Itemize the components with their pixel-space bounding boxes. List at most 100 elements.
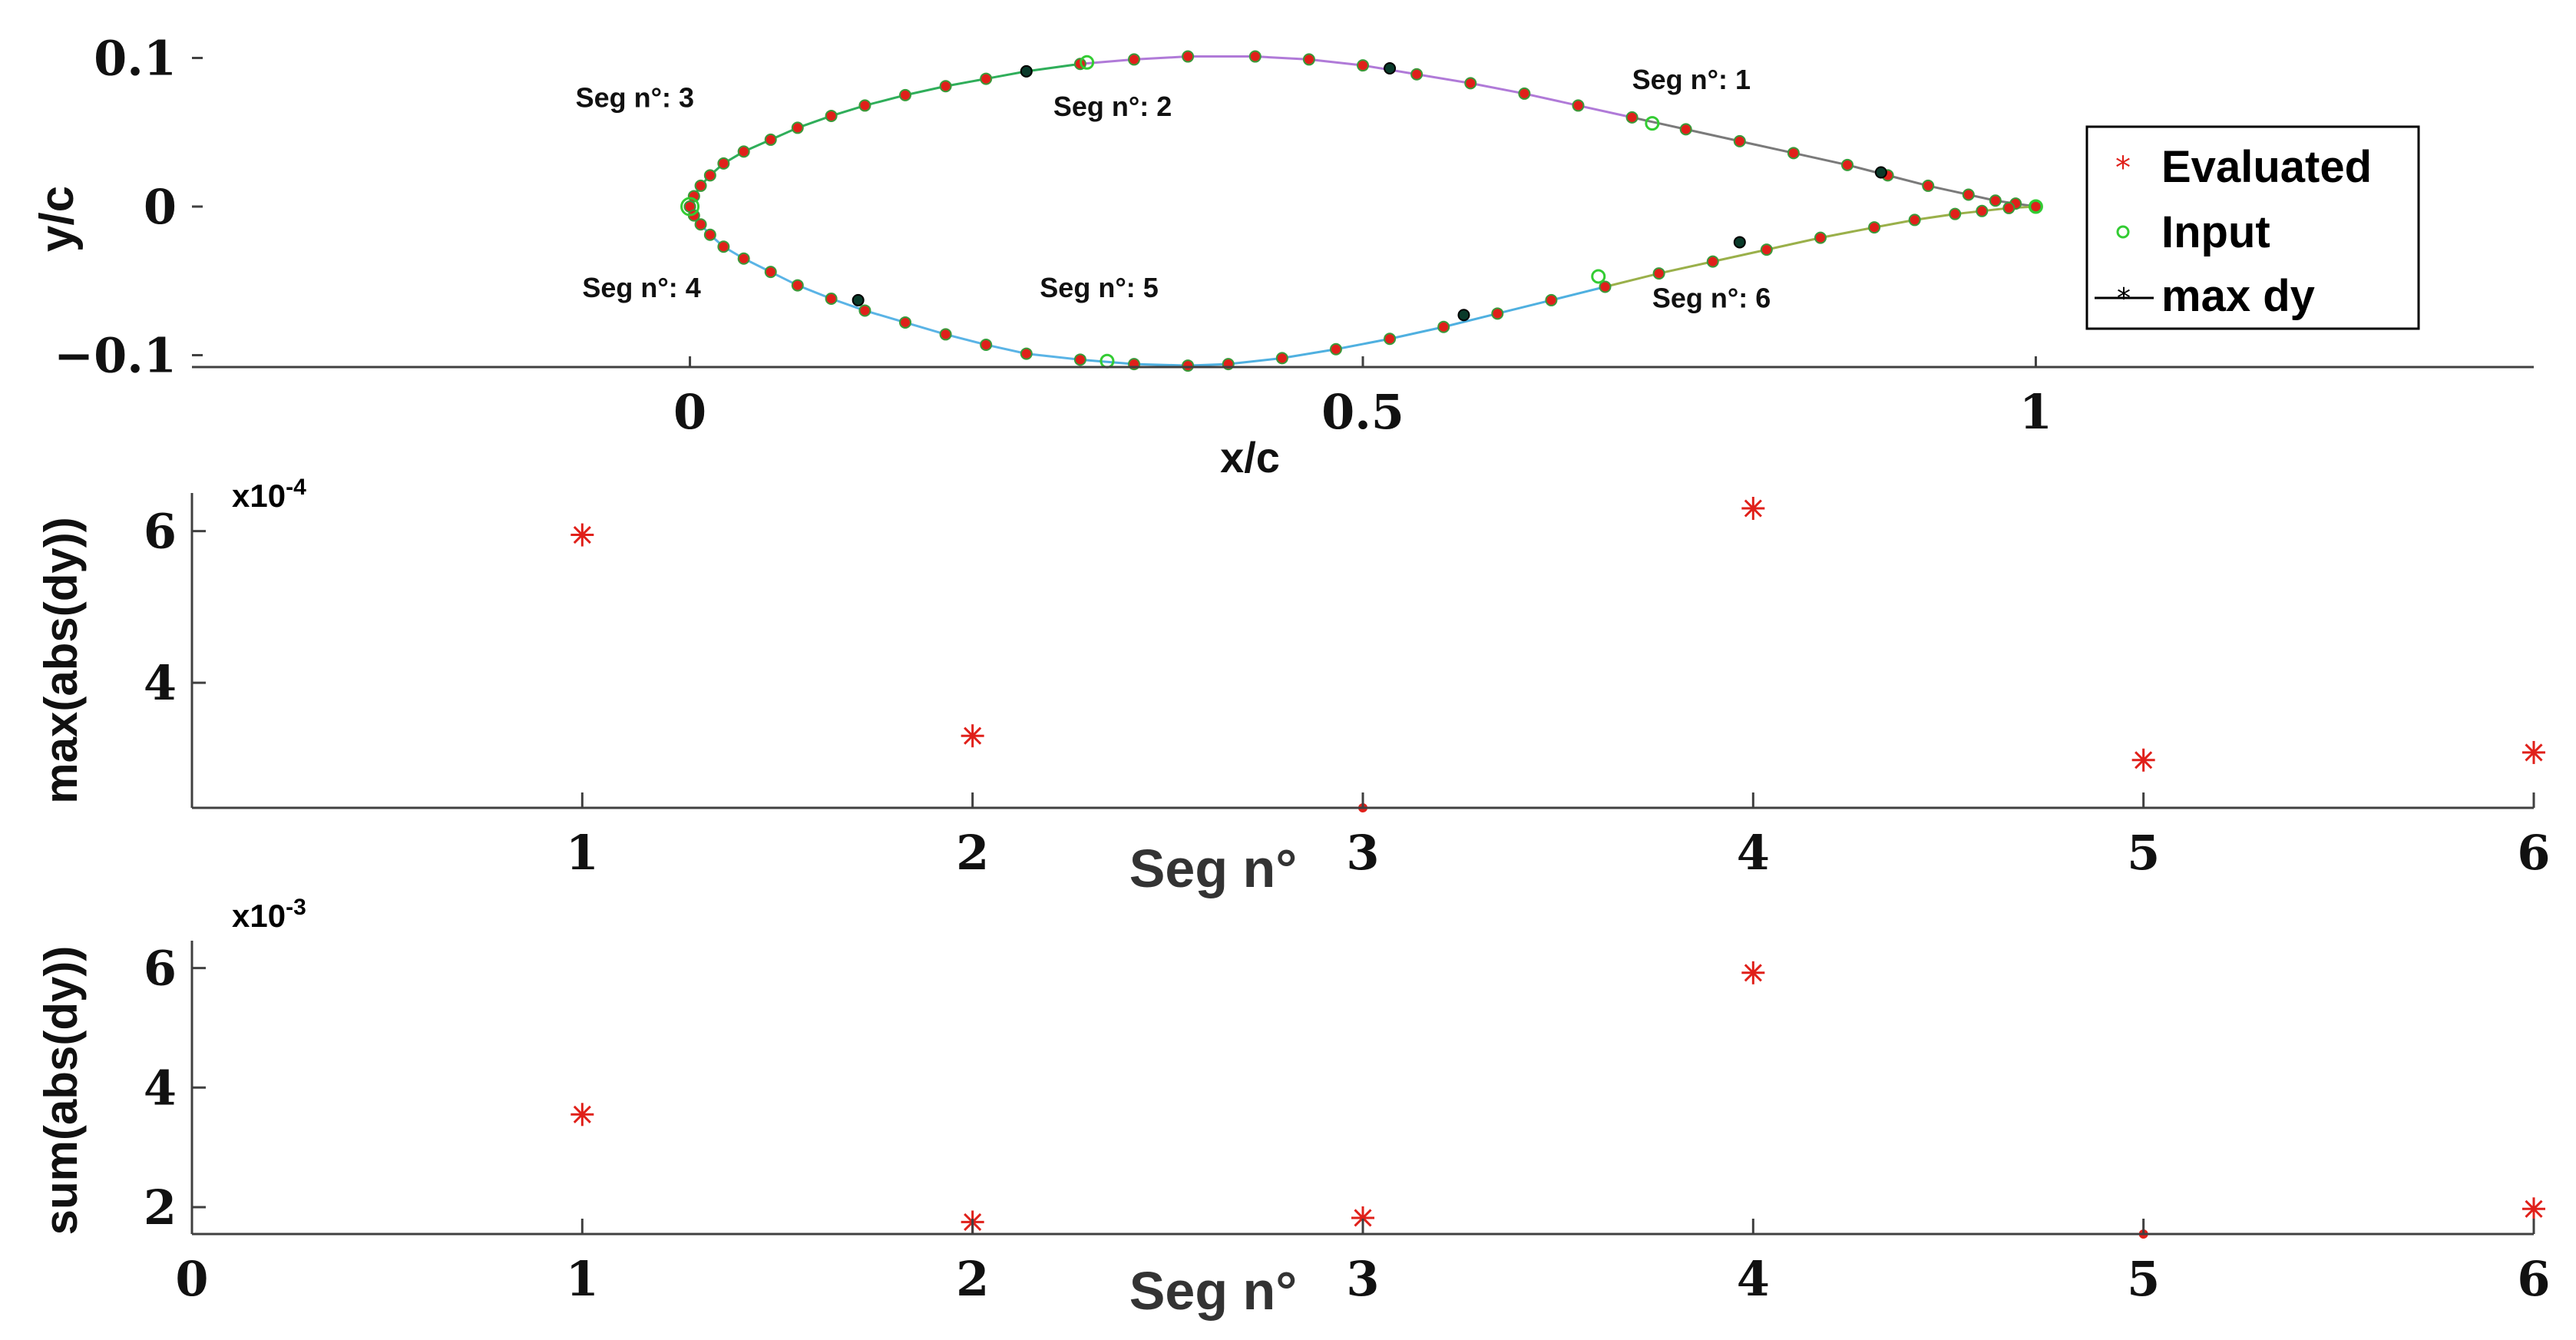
evaluated-point [703, 228, 716, 241]
lower-surface-segment-3 [1605, 205, 2036, 288]
x-tick-label: 4 [1737, 825, 1770, 881]
airfoil-y-tick-label: 0.1 [94, 30, 177, 86]
legend-evaluated-marker: * [2115, 151, 2131, 186]
evaluated-point [1275, 352, 1288, 365]
data-point [2522, 1197, 2545, 1221]
segment-labels: Seg n°: 1 Seg n°: 2 Seg n°: 3 Seg n°: 4 Seg … [576, 64, 1771, 313]
data-point [2522, 740, 2545, 764]
max-dy-x-ticks: 1 2 3 4 5 6 [566, 792, 2551, 881]
legend-input-marker [2116, 225, 2130, 239]
legend-maxdy-marker: * [2117, 283, 2131, 314]
x-tick-label: 6 [2517, 1251, 2550, 1307]
max-dy-point [1457, 309, 1470, 322]
x-tick-label: 1 [566, 1251, 599, 1307]
airfoil-y-tick-label: 0 [144, 179, 177, 235]
evaluated-point [717, 240, 730, 253]
evaluated-point [703, 169, 716, 182]
lower-surface-segment-1 [689, 206, 1081, 361]
x-tick-label: 5 [2127, 825, 2160, 881]
evaluated-point [980, 72, 993, 85]
airfoil-x-tick-label: 1 [2019, 384, 2052, 440]
max-dy-point [1384, 62, 1397, 75]
evaluated-point [1949, 207, 1962, 220]
evaluated-point [737, 252, 750, 265]
evaluated-point [825, 109, 838, 122]
evaluated-point [764, 266, 777, 279]
airfoil-markers [680, 50, 2043, 372]
data-point [1351, 1206, 1374, 1229]
x-tick-label: 4 [1737, 1251, 1770, 1307]
max-dy-point [1020, 65, 1033, 78]
legend-item-input: Input [2116, 207, 2270, 257]
input-point [680, 197, 700, 217]
evaluated-point [694, 218, 707, 231]
evaluated-point [1868, 221, 1881, 234]
x-tick-label: 5 [2127, 1251, 2160, 1307]
segment-label: Seg n°: 5 [1040, 272, 1158, 303]
x-tick-label: 0 [175, 1251, 208, 1307]
input-point [1591, 269, 1606, 284]
evaluated-point [1518, 87, 1531, 100]
evaluated-point [1962, 188, 1975, 201]
evaluated-point [1599, 280, 1612, 293]
max-dy-points [570, 497, 2545, 812]
legend-item-maxdy: * max dy [2095, 271, 2315, 321]
data-point [961, 724, 984, 748]
evaluated-point [1652, 267, 1665, 280]
evaluated-point [694, 179, 707, 192]
airfoil-y-tick-label: −0.1 [54, 328, 177, 384]
evaluated-point [1679, 123, 1692, 136]
evaluated-point [1733, 134, 1746, 147]
evaluated-point [791, 121, 804, 134]
airfoil-x-tick-label: 0 [673, 384, 706, 440]
evaluated-point [1248, 50, 1262, 63]
x-tick-label: 2 [956, 1251, 989, 1307]
max-dy-x-label: Seg n° [1129, 839, 1298, 898]
x-tick-label: 1 [566, 825, 599, 881]
y-tick-label: 6 [144, 941, 177, 997]
evaluated-point [858, 304, 871, 317]
evaluated-point [1572, 99, 1585, 112]
evaluated-point [717, 157, 730, 170]
data-point [570, 1103, 594, 1127]
evaluated-point [1922, 179, 1935, 192]
x-tick-label: 2 [956, 825, 989, 881]
legend-evaluated-label: Evaluated [2161, 142, 2372, 192]
evaluated-point [1410, 68, 1424, 81]
lower-surface-segment-2 [1080, 286, 1605, 367]
segment-label: Seg n°: 6 [1652, 283, 1771, 314]
legend-item-evaluated: * Evaluated [2115, 142, 2372, 192]
sum-dy-x-ticks: 0 1 2 3 4 5 6 [175, 1219, 2551, 1307]
evaluated-point [899, 316, 912, 329]
sum-dy-x-label: Seg n° [1129, 1261, 1298, 1321]
evaluated-point [980, 338, 993, 351]
evaluated-point [1625, 111, 1639, 124]
legend-input-label: Input [2161, 207, 2270, 257]
evaluated-point [825, 292, 838, 305]
legend: * Evaluated Input * max dy [2085, 125, 2420, 330]
max-dy-exponent: x10-4 [232, 475, 306, 514]
evaluated-point [1073, 353, 1086, 366]
segment-label: Seg n°: 2 [1053, 91, 1172, 122]
evaluated-point [1437, 320, 1450, 333]
evaluated-point [1706, 255, 1719, 268]
y-tick-label: 2 [144, 1180, 177, 1236]
airfoil-y-label: y/c [31, 186, 84, 252]
evaluated-point [1182, 359, 1195, 372]
evaluated-point [1182, 50, 1195, 63]
segment-label: Seg n°: 4 [582, 272, 700, 303]
data-point [570, 523, 594, 547]
evaluated-point [1841, 158, 1854, 171]
evaluated-point [764, 133, 777, 146]
evaluated-point [1976, 204, 1989, 217]
y-tick-label: 4 [144, 655, 177, 711]
y-tick-label: 6 [144, 504, 177, 560]
data-point [1741, 961, 1765, 984]
x-tick-label: 6 [2517, 825, 2550, 881]
max-dy-y-label: max(abs(dy)) [35, 517, 87, 803]
y-tick-label: 4 [144, 1060, 177, 1116]
evaluated-point [1329, 342, 1342, 356]
